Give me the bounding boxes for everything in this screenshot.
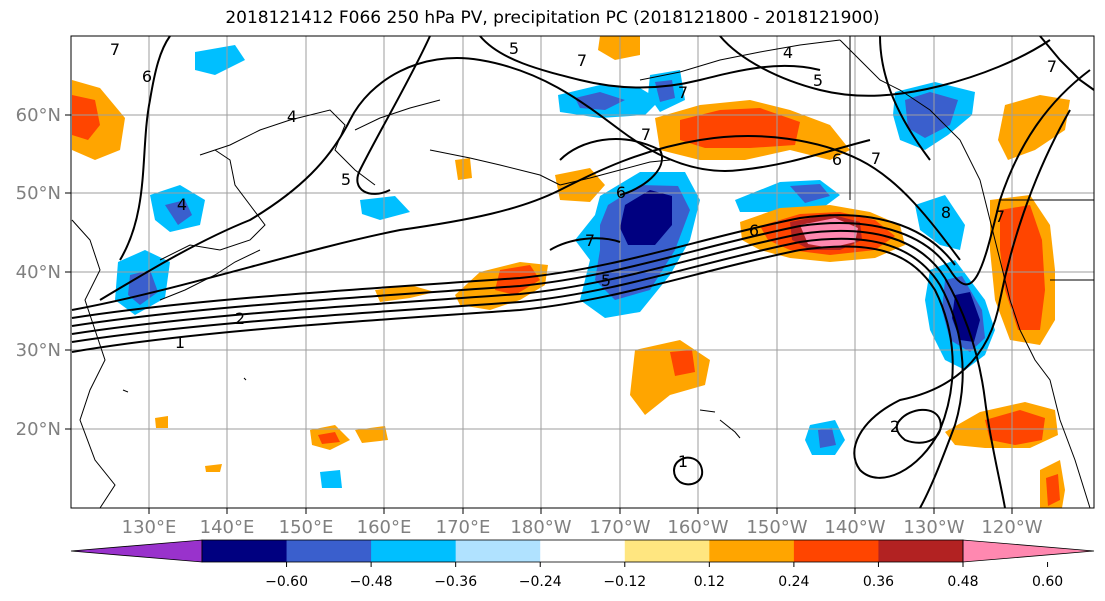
lat-label: 20°N — [16, 419, 61, 440]
colorbar: −0.60 −0.48 −0.36 −0.24 −0.12 0.12 0.24 0.36 0.4… — [70, 539, 1095, 590]
contour-label: 7 — [678, 83, 688, 102]
colorbar-bin — [878, 540, 964, 562]
colorbar-tick-label: 0.12 — [694, 574, 725, 590]
contour-label: 6 — [142, 67, 152, 86]
contour-label: 5 — [601, 271, 611, 290]
contour-label: 7 — [641, 125, 651, 144]
axis-ticks — [65, 114, 1013, 514]
contour-label: 5 — [341, 170, 351, 189]
contour-label: 1 — [175, 333, 185, 352]
contour-label: 5 — [813, 71, 823, 90]
contour-label: 2 — [890, 417, 900, 436]
contour-label: 7 — [577, 51, 587, 70]
colorbar-bin — [793, 540, 879, 562]
contour-label: 7 — [995, 207, 1005, 226]
lon-label: 130°W — [903, 517, 964, 538]
contour-label: 8 — [941, 203, 951, 222]
lon-label: 150°W — [746, 517, 807, 538]
lat-label: 30°N — [16, 340, 61, 361]
colorbar-bin — [371, 540, 457, 562]
colorbar-bin — [286, 540, 372, 562]
contour-label: 4 — [177, 195, 187, 214]
lon-label: 160°W — [667, 517, 728, 538]
colorbar-bin — [624, 540, 710, 562]
graticule — [71, 36, 1094, 508]
lon-label: 180°W — [510, 517, 571, 538]
contour-label: 6 — [749, 221, 759, 240]
contour-label: 2 — [235, 309, 245, 328]
contour-label: 6 — [832, 150, 842, 169]
pv-contours — [71, 35, 1095, 509]
lon-label: 150°E — [279, 517, 334, 538]
lon-label: 140°W — [824, 517, 885, 538]
contour-label: 6 — [616, 183, 626, 202]
colorbar-tick-label: −0.12 — [603, 574, 646, 590]
contour-label: 7 — [871, 149, 881, 168]
contour-label: 7 — [1047, 57, 1057, 76]
lon-label: 170°E — [436, 517, 491, 538]
colorbar-bin — [455, 540, 541, 562]
contour-label: 4 — [287, 107, 297, 126]
colorbar-tick-label: 0.24 — [778, 574, 809, 590]
latitude-labels: 60°N 50°N 40°N 30°N 20°N — [16, 105, 61, 440]
colorbar-tick-label: −0.48 — [350, 574, 393, 590]
colorbar-tick-label: 0.48 — [947, 574, 978, 590]
longitude-labels: 130°E 140°E 150°E 160°E 170°E 180°W 170°… — [122, 517, 1043, 538]
colorbar-tick-label: −0.60 — [265, 574, 308, 590]
coastlines — [71, 36, 1094, 509]
contour-label: 5 — [509, 39, 519, 58]
colorbar-extend-low — [70, 539, 203, 563]
lon-label: 120°W — [981, 517, 1042, 538]
lat-label: 60°N — [16, 105, 61, 126]
contour-label: 1 — [678, 452, 688, 471]
colorbar-extend-high — [962, 539, 1095, 563]
lon-label: 140°E — [200, 517, 255, 538]
contour-label: 7 — [110, 40, 120, 59]
lon-label: 130°E — [122, 517, 177, 538]
contour-label-layer: 6 4 5 5 4 5 7 6 7 7 4 6 7 5 6 1 2 8 2 1 … — [110, 39, 1057, 471]
lon-label: 170°W — [589, 517, 650, 538]
colorbar-tick-label: −0.24 — [519, 574, 562, 590]
colorbar-tick-label: 0.60 — [1032, 574, 1063, 590]
lon-label: 160°E — [357, 517, 412, 538]
colorbar-bin — [540, 540, 626, 562]
lat-label: 50°N — [16, 183, 61, 204]
figure-title: 2018121412 F066 250 hPa PV, precipitatio… — [225, 8, 880, 28]
colorbar-bin — [709, 540, 795, 562]
colorbar-bin — [202, 540, 288, 562]
colorbar-outline — [201, 539, 964, 563]
precip-fills — [72, 36, 1070, 508]
colorbar-tick-label: 0.36 — [863, 574, 894, 590]
lat-label: 40°N — [16, 262, 61, 283]
contour-label: 7 — [585, 231, 595, 250]
colorbar-tick-label: −0.36 — [434, 574, 477, 590]
contour-label: 4 — [783, 43, 793, 62]
